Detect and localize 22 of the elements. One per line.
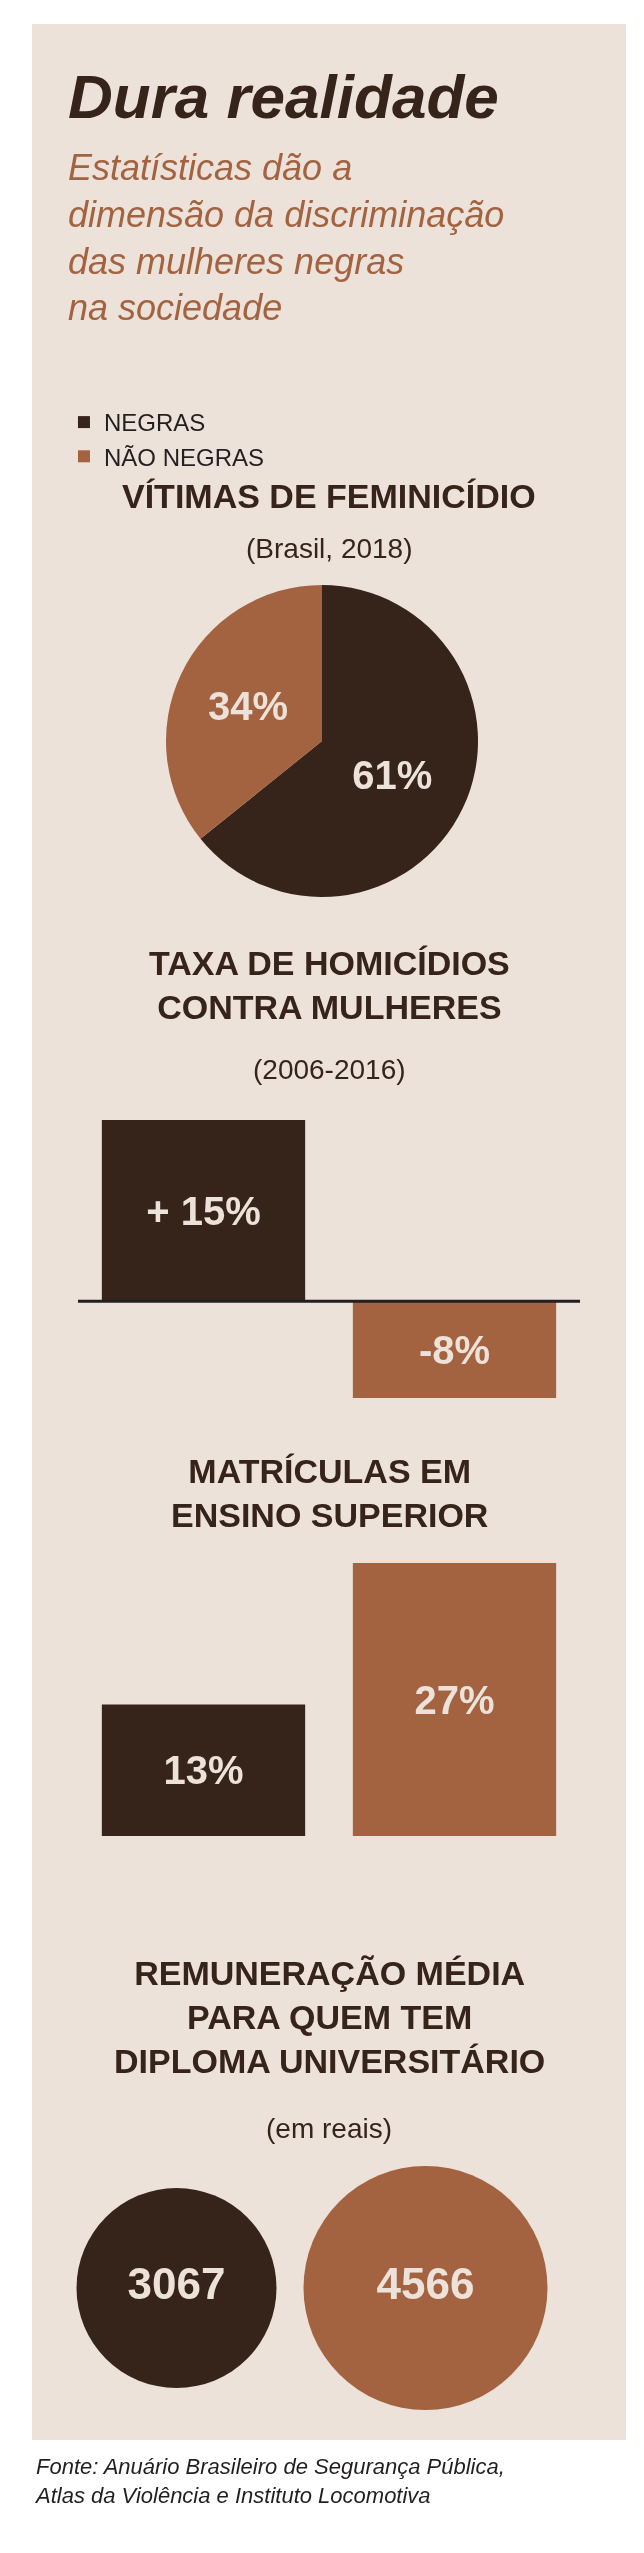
data-label: + 15% (146, 1188, 261, 1233)
legend-label: NEGRAS (103, 409, 206, 437)
data-label: -8% (418, 1327, 491, 1372)
pie-slice (200, 585, 478, 897)
data-label: 3067 (127, 2259, 226, 2308)
legend-label: NÃO NEGRAS (103, 443, 264, 471)
data-label: 34% (207, 683, 289, 728)
chart-title: TAXA DE HOMICÍDIOS CONTRA MULHERES (149, 944, 510, 1027)
text: Dura realidade (68, 62, 499, 131)
data-label: 27% (414, 1677, 495, 1722)
source-note: Fonte: Anuário Brasileiro de Segurança Pública, Atlas da Violência e Instituto Locomotiva (34, 2454, 505, 2508)
text: REMUNERAÇÃO MÉDIA PARA QUEM TEM DIPLOMA UNIVERSITÁRIO (114, 1954, 546, 2081)
text: (Brasil, 2018) (246, 533, 413, 564)
text: Estatísticas dão a dimensão da discriminação das mulheres negras na sociedade (68, 147, 505, 329)
pie-slice (166, 585, 322, 839)
text: (em reais) (266, 2113, 393, 2144)
chart-title: MATRÍCULAS EM ENSINO SUPERIOR (171, 1452, 489, 1535)
chart-subtitle: (2006-2016) (253, 1054, 406, 1085)
data-label: 61% (352, 752, 433, 797)
text: VÍTIMAS DE FEMINICÍDIO (122, 477, 536, 515)
data-label: 4566 (376, 2259, 475, 2308)
data-label: 13% (163, 1748, 244, 1793)
